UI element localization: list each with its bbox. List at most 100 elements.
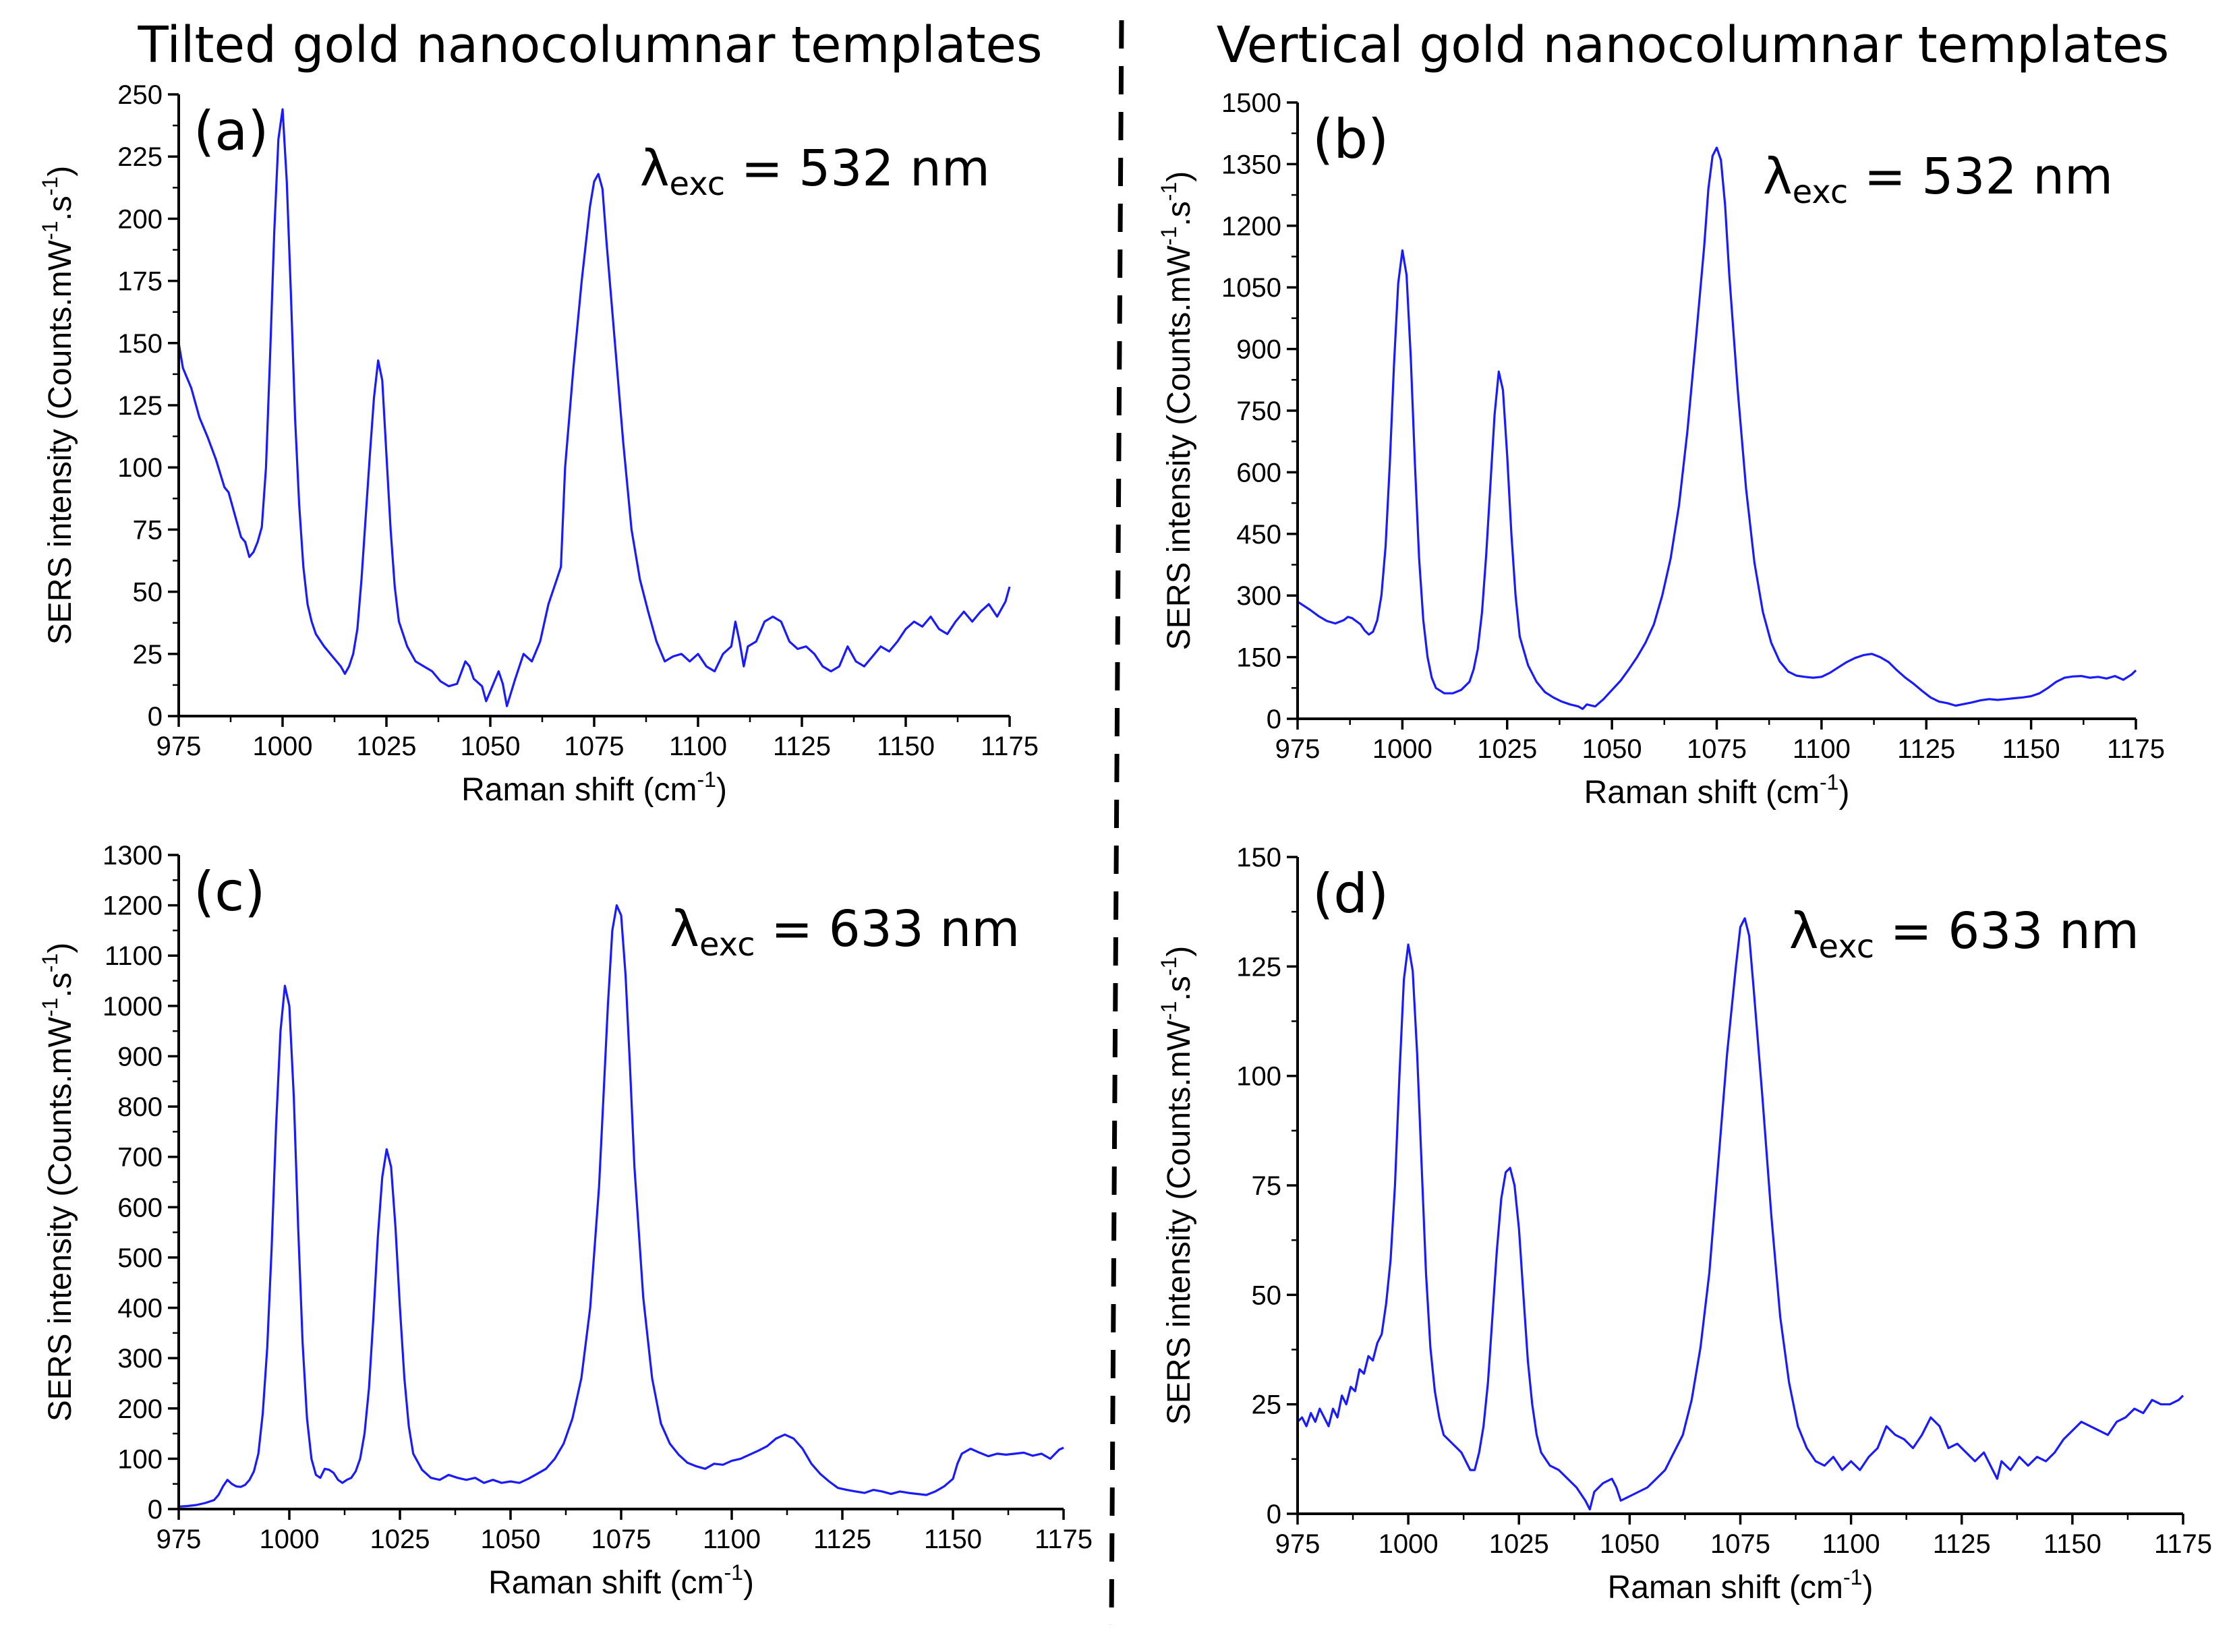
panel-c-x-tick-label: 1125: [813, 1525, 871, 1554]
panel-c-excitation-label: λexc = 633 nm: [670, 900, 1020, 964]
left-column-title: Tilted gold nanocolumnar templates: [137, 16, 1042, 74]
column-divider: [1109, 20, 1124, 1626]
panel-a-x-axis-title: Raman shift (cm-1): [461, 767, 727, 808]
panel-a-y-tick-label: 150: [117, 329, 163, 359]
panel-b-x-tick-label: 1100: [1793, 734, 1851, 764]
panel-c-y-axis-title: SERS intensity (Counts.mW-1.s-1): [38, 943, 78, 1421]
panel-d-x-tick-label: 1150: [2043, 1529, 2101, 1559]
panel-b-x-tick-label: 1000: [1372, 734, 1432, 764]
panel-b-y-tick-label: 750: [1236, 396, 1281, 426]
panel-a-x-tick-label: 1175: [981, 732, 1039, 761]
panel-b-x-tick-label: 1125: [1897, 734, 1955, 764]
panel-b-x-tick-label: 1175: [2107, 734, 2165, 764]
panel-b-y-tick-label: 150: [1236, 643, 1281, 673]
panel-d-y-tick-label: 50: [1252, 1280, 1282, 1310]
panel-d-x-tick-label: 1000: [1379, 1529, 1439, 1559]
panel-c-y-tick-label: 900: [117, 1042, 163, 1071]
panel-b-y-tick-label: 600: [1236, 458, 1281, 488]
panel-c-y-tick-label: 500: [117, 1243, 163, 1273]
panel-b-y-tick-label: 1050: [1221, 273, 1281, 303]
panel-a-x-tick-label: 1100: [669, 732, 727, 761]
panel-b-y-tick-label: 900: [1236, 335, 1281, 365]
panel-d-x-tick-label: 1125: [1933, 1529, 1991, 1559]
panel-a-y-tick-label: 0: [148, 702, 163, 732]
panel-a-y-tick-label: 125: [117, 391, 163, 421]
panel-d-spectrum-line: [1296, 917, 2184, 1511]
panel-c-x-tick-label: 1175: [1035, 1525, 1093, 1554]
panel-a-x-tick-label: 1075: [564, 732, 625, 761]
panel-b-x-tick-label: 1150: [2002, 734, 2060, 764]
panel-d-y-axis-title: SERS intensity (Counts.mW-1.s-1): [1157, 946, 1197, 1425]
panel-d-x-tick-label: 1050: [1600, 1529, 1660, 1559]
panel-c-y-tick-label: 0: [148, 1495, 163, 1525]
panel-b-y-tick-label: 1200: [1221, 212, 1281, 241]
panel-b-spectrum-line: [1297, 146, 2137, 711]
panel-a-y-tick-label: 175: [117, 267, 163, 297]
panel-a-x-tick-label: 1125: [773, 732, 831, 761]
panel-a-y-tick-label: 25: [133, 640, 163, 670]
panel-a-x-tick-label: 1025: [357, 732, 417, 761]
panel-b-y-tick-label: 450: [1236, 520, 1281, 550]
panel-c-x-tick-label: 1150: [924, 1525, 982, 1554]
panel-b-y-tick-label: 1350: [1221, 150, 1281, 179]
panel-d-y-tick-label: 75: [1252, 1171, 1282, 1201]
panel-b-excitation-label: λexc = 532 nm: [1763, 148, 2113, 211]
panel-b-label: (b): [1312, 108, 1389, 171]
panel-c-x-tick-label: 975: [156, 1525, 202, 1554]
panel-b-x-axis-title: Raman shift (cm-1): [1584, 770, 1850, 810]
panel-c-y-tick-label: 200: [117, 1394, 163, 1424]
panel-a-x-tick-label: 975: [156, 732, 202, 761]
panel-c: 975 1000 1025 1050 1075 1100 1125 1150 1175 0 100 2…: [38, 841, 1093, 1601]
panel-d-label: (d): [1312, 862, 1389, 925]
panel-a-y-tick-label: 50: [133, 578, 163, 608]
panel-d-y-tick-label: 0: [1267, 1500, 1281, 1529]
panel-d-x-axis-title: Raman shift (cm-1): [1608, 1565, 1874, 1605]
panel-c-x-tick-label: 1075: [591, 1525, 651, 1554]
panel-c-y-tick-label: 300: [117, 1344, 163, 1374]
panel-b-y-tick-label: 300: [1236, 581, 1281, 611]
panel-c-y-tick-label: 700: [117, 1143, 163, 1173]
panel-a-y-axis-title: SERS intensity (Counts.mW-1.s-1): [38, 166, 78, 645]
panel-d-y-tick-label: 100: [1236, 1062, 1281, 1092]
right-column-title: Vertical gold nanocolumnar templates: [1217, 16, 2170, 74]
panel-d-y-tick-label: 125: [1236, 952, 1281, 982]
panel-a-y-tick-label: 225: [117, 142, 163, 172]
panel-a-x-tick-label: 1150: [877, 732, 935, 761]
panel-d-x-tick-label: 1075: [1710, 1529, 1770, 1559]
panel-a-x-tick-label: 1050: [461, 732, 521, 761]
panel-b-x-tick-label: 1075: [1687, 734, 1747, 764]
panel-d-x-tick-label: 1100: [1822, 1529, 1880, 1559]
panel-d-x-tick-label: 975: [1275, 1529, 1321, 1559]
panel-c-x-tick-label: 1000: [260, 1525, 320, 1554]
panel-d-y-tick-label: 150: [1236, 843, 1281, 873]
panel-a-spectrum-line: [177, 108, 1011, 707]
panel-c-label: (c): [194, 860, 265, 923]
panel-b: 975 1000 1025 1050 1075 1100 1125 1150 1175 0 150 3…: [1157, 88, 2165, 810]
panel-a-y-tick-label: 75: [133, 515, 163, 545]
panel-b-y-tick-label: 0: [1267, 705, 1281, 734]
panel-a-x-tick-label: 1000: [253, 732, 313, 761]
panel-a-y-tick-label: 200: [117, 204, 163, 234]
panel-c-y-tick-label: 1000: [103, 992, 163, 1022]
panel-a-y-tick-label: 250: [117, 80, 163, 110]
panel-c-y-tick-label: 1100: [105, 941, 163, 971]
panel-b-y-axis-title: SERS intensity (Counts.mW-1.s-1): [1157, 171, 1197, 650]
panel-c-y-tick-label: 600: [117, 1193, 163, 1222]
panel-c-x-axis-title: Raman shift (cm-1): [488, 1560, 754, 1601]
panel-a-excitation-label: λexc = 532 nm: [640, 140, 990, 203]
panel-b-x-tick-label: 1050: [1582, 734, 1642, 764]
panel-a-label: (a): [194, 100, 268, 163]
panel-c-x-tick-label: 1050: [481, 1525, 541, 1554]
panel-c-y-tick-label: 1300: [103, 841, 163, 871]
panel-d-x-tick-label: 1025: [1489, 1529, 1549, 1559]
panel-c-y-tick-label: 1200: [103, 891, 163, 921]
panel-d-y-tick-label: 25: [1252, 1390, 1282, 1420]
panel-c-y-tick-label: 100: [117, 1444, 163, 1474]
panel-c-x-tick-label: 1100: [703, 1525, 761, 1554]
panel-c-x-tick-label: 1025: [370, 1525, 430, 1554]
panel-c-y-tick-label: 800: [117, 1092, 163, 1122]
panel-a: 975 1000 1025 1050 1075 1100 1125 1150 1175 0 25 50…: [38, 80, 1039, 808]
panel-b-x-tick-label: 1025: [1477, 734, 1537, 764]
panel-b-x-tick-label: 975: [1275, 734, 1321, 764]
